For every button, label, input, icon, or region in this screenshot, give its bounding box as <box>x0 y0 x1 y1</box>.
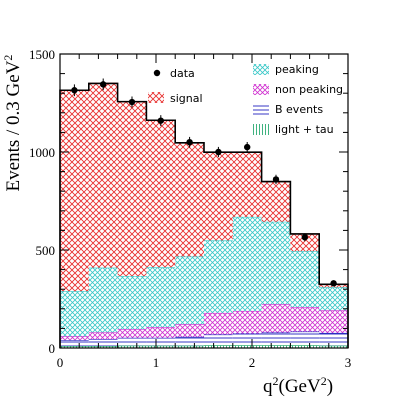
bar-light-tau-0 <box>60 346 89 348</box>
x-axis-label: q2(GeV2) <box>263 374 333 397</box>
legend-peaking-label: peaking <box>275 63 319 76</box>
data-point-0 <box>71 87 78 94</box>
legend-light-tau-label: light + tau <box>275 123 334 136</box>
y-axis-label: Events / 0.3 GeV2 <box>1 55 24 192</box>
legend-b-events-swatch <box>253 104 269 115</box>
data-point-2 <box>128 98 136 106</box>
legend-signal-swatch <box>148 92 164 103</box>
bar-b-events-5 <box>204 334 233 346</box>
bar-signal-5 <box>204 152 233 241</box>
legend: data signal peaking non peaking B events ligh… <box>148 63 343 136</box>
bar-light-tau-1 <box>88 346 118 348</box>
bar-peaking-5 <box>204 240 233 313</box>
legend-non-peaking-label: non peaking <box>275 83 343 96</box>
x-tick-label: 3 <box>345 355 352 370</box>
bar-non-peaking-0 <box>60 336 89 341</box>
bar-light-tau-5 <box>204 345 233 348</box>
bar-b-events-8 <box>290 331 320 346</box>
bar-signal-2 <box>117 101 147 277</box>
tick-labels: 0 1 2 3 0 500 1000 1500 <box>29 47 351 370</box>
bar-non-peaking-4 <box>175 324 204 337</box>
legend-data-label: data <box>170 67 195 80</box>
data-point-9 <box>330 280 337 287</box>
bar-non-peaking-7 <box>261 304 291 333</box>
legend-signal-label: signal <box>170 92 203 105</box>
bar-non-peaking-2 <box>117 328 147 338</box>
bar-light-tau-4 <box>175 345 204 348</box>
bar-signal-3 <box>146 120 176 268</box>
bar-b-events-2 <box>117 337 147 346</box>
bar-peaking-7 <box>261 221 291 305</box>
bar-non-peaking-6 <box>232 310 262 334</box>
total-outline <box>59 82 349 348</box>
bar-signal-1 <box>88 83 118 268</box>
total-step-line <box>59 82 349 348</box>
y-tick-label: 1500 <box>29 47 55 62</box>
bar-b-events-1 <box>88 339 118 347</box>
plot-border <box>59 53 349 349</box>
bar-b-events-4 <box>175 336 204 346</box>
bar-signal-7 <box>261 181 291 222</box>
bar-peaking-1 <box>88 267 118 333</box>
data-point-1 <box>100 81 107 88</box>
x-tick-label: 0 <box>57 355 64 370</box>
bar-non-peaking-1 <box>88 332 118 340</box>
bar-signal-4 <box>175 142 204 257</box>
bar-peaking-2 <box>117 276 147 329</box>
bar-light-tau-2 <box>117 345 147 348</box>
axis-ticks <box>59 53 349 349</box>
legend-light-tau-swatch <box>253 124 269 135</box>
bar-peaking-4 <box>175 256 204 325</box>
bar-b-events-0 <box>60 340 89 347</box>
y-tick-label: 1000 <box>29 145 55 160</box>
bar-b-events-6 <box>232 333 262 346</box>
bar-peaking-0 <box>60 291 89 337</box>
data-point-8 <box>301 234 308 241</box>
legend-peaking-swatch <box>253 64 269 75</box>
bar-light-tau-9 <box>319 345 348 348</box>
bar-light-tau-8 <box>290 345 320 348</box>
bar-light-tau-7 <box>261 345 291 348</box>
bar-peaking-9 <box>319 287 348 311</box>
data-point-3 <box>157 117 164 124</box>
bar-b-events-9 <box>319 332 348 346</box>
plot-frame <box>59 53 349 349</box>
x-tick-label: 1 <box>153 355 160 370</box>
bar-peaking-3 <box>146 267 176 328</box>
data-point-6 <box>244 143 251 151</box>
legend-data-marker <box>153 69 161 77</box>
legend-b-events-label: B events <box>275 103 323 116</box>
data-point-7 <box>272 176 280 183</box>
bar-b-events-7 <box>261 332 291 346</box>
bar-non-peaking-8 <box>290 307 320 332</box>
bar-non-peaking-5 <box>204 312 233 335</box>
bar-light-tau-3 <box>146 345 176 348</box>
bar-peaking-8 <box>290 251 320 308</box>
y-tick-label: 0 <box>49 341 56 356</box>
data-point-4 <box>186 139 193 146</box>
y-tick-label: 500 <box>36 243 56 258</box>
bar-signal-8 <box>290 233 320 252</box>
bar-non-peaking-9 <box>319 310 348 333</box>
data-point-5 <box>215 148 222 156</box>
bar-non-peaking-3 <box>146 327 176 338</box>
x-tick-label: 2 <box>249 355 256 370</box>
bar-signal-6 <box>232 152 262 217</box>
bar-light-tau-6 <box>232 345 262 348</box>
bar-b-events-3 <box>146 337 176 346</box>
legend-non-peaking-swatch <box>253 84 269 95</box>
bar-peaking-6 <box>232 216 262 311</box>
histogram-bars <box>60 82 348 348</box>
data-points <box>71 78 337 287</box>
